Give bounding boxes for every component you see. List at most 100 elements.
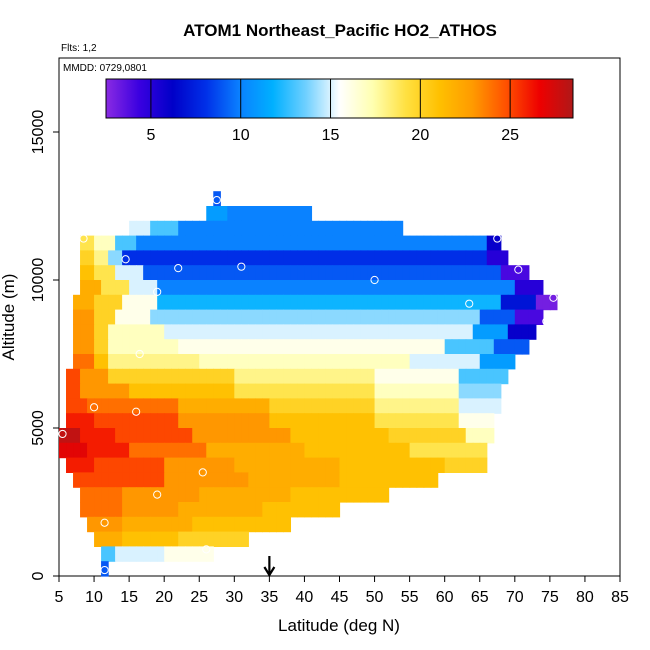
heatmap-cell bbox=[367, 428, 376, 444]
heatmap-cell bbox=[311, 428, 320, 444]
heatmap-cell bbox=[171, 280, 179, 296]
heatmap-cell bbox=[409, 309, 418, 325]
heatmap-cell bbox=[360, 428, 369, 444]
heatmap-cell bbox=[458, 309, 467, 325]
heatmap-cell bbox=[241, 413, 249, 429]
heatmap-cell bbox=[94, 383, 102, 399]
heatmap-cell bbox=[220, 220, 228, 237]
heatmap-cell bbox=[388, 294, 397, 311]
heatmap-cell bbox=[332, 339, 341, 355]
heatmap-cell bbox=[409, 294, 418, 311]
heatmap-cell bbox=[339, 339, 348, 355]
heatmap-cell bbox=[402, 442, 411, 459]
heatmap-cell bbox=[241, 383, 249, 399]
heatmap-cell bbox=[108, 368, 116, 385]
heatmap-cell bbox=[213, 487, 221, 503]
heatmap-cell bbox=[122, 487, 130, 503]
heatmap-cell bbox=[220, 235, 228, 251]
heatmap-cell bbox=[192, 235, 200, 251]
heatmap-cell bbox=[360, 324, 369, 340]
heatmap-cell bbox=[409, 398, 418, 414]
heatmap-cell bbox=[262, 354, 270, 370]
heatmap-cell bbox=[150, 398, 158, 414]
heatmap-cell bbox=[73, 398, 81, 414]
heatmap-cell bbox=[374, 265, 383, 281]
heatmap-cell bbox=[248, 502, 256, 518]
heatmap-cell bbox=[437, 457, 446, 473]
heatmap-cell bbox=[318, 472, 327, 488]
heatmap-cell bbox=[227, 339, 235, 355]
heatmap-cell bbox=[143, 516, 151, 533]
heatmap-cell bbox=[136, 516, 144, 533]
heatmap-cell bbox=[451, 235, 460, 251]
heatmap-cell bbox=[143, 280, 151, 296]
heatmap-cell bbox=[276, 487, 284, 503]
heatmap-cell bbox=[262, 428, 270, 444]
heatmap-cell bbox=[311, 235, 320, 251]
heatmap-cell bbox=[136, 531, 144, 547]
heatmap-cell bbox=[409, 442, 418, 459]
heatmap-cell bbox=[87, 472, 95, 488]
heatmap-cell bbox=[234, 472, 242, 488]
observation-point bbox=[100, 565, 109, 575]
heatmap-cell bbox=[528, 309, 537, 325]
heatmap-cell bbox=[255, 339, 263, 355]
heatmap-cell bbox=[325, 339, 334, 355]
heatmap-cell bbox=[115, 442, 123, 459]
heatmap-cell bbox=[241, 472, 249, 488]
heatmap-cell bbox=[87, 487, 95, 503]
heatmap-cell bbox=[234, 339, 242, 355]
heatmap-cell bbox=[220, 206, 228, 222]
heatmap-cell bbox=[227, 250, 235, 266]
heatmap-cell bbox=[353, 428, 362, 444]
heatmap-cell bbox=[472, 294, 481, 311]
heatmap-cell bbox=[150, 516, 158, 533]
heatmap-cell bbox=[339, 280, 348, 296]
heatmap-cell bbox=[409, 457, 418, 473]
heatmap-cell bbox=[332, 428, 341, 444]
heatmap-cell bbox=[374, 487, 383, 503]
heatmap-cell bbox=[115, 250, 123, 266]
heatmap-cell bbox=[346, 294, 355, 311]
heatmap-cell bbox=[423, 294, 432, 311]
heatmap-cell bbox=[402, 383, 411, 399]
heatmap-cell bbox=[458, 280, 467, 296]
heatmap-cell bbox=[479, 339, 488, 355]
heatmap-cell bbox=[122, 354, 130, 370]
heatmap-cell bbox=[381, 235, 390, 251]
heatmap-cell bbox=[94, 472, 102, 488]
heatmap-cell bbox=[192, 250, 200, 266]
heatmap-cell bbox=[332, 368, 341, 385]
heatmap-cell bbox=[402, 309, 411, 325]
heatmap-cell bbox=[122, 235, 130, 251]
heatmap-cell bbox=[304, 235, 313, 251]
heatmap-cell bbox=[297, 294, 306, 311]
heatmap-cell bbox=[395, 250, 404, 266]
heatmap-cell bbox=[213, 250, 221, 266]
heatmap-cell bbox=[276, 280, 284, 296]
heatmap-cell bbox=[339, 413, 348, 429]
heatmap-cell bbox=[241, 265, 249, 281]
heatmap-cell bbox=[206, 383, 214, 399]
heatmap-cell bbox=[402, 339, 411, 355]
heatmap-cell bbox=[444, 383, 453, 399]
heatmap-cell bbox=[129, 428, 137, 444]
heatmap-cell bbox=[283, 324, 292, 340]
observation-point bbox=[89, 403, 99, 412]
heatmap-cell bbox=[465, 354, 474, 370]
heatmap-cell bbox=[101, 265, 109, 281]
heatmap-cell bbox=[115, 398, 123, 414]
heatmap-cell bbox=[430, 339, 439, 355]
heatmap-cell bbox=[409, 265, 418, 281]
heatmap-cell bbox=[255, 413, 263, 429]
heatmap-cell bbox=[108, 309, 116, 325]
heatmap-cell bbox=[486, 294, 495, 311]
colorbar-tick-label: 10 bbox=[232, 127, 250, 144]
heatmap-cell bbox=[416, 442, 425, 459]
heatmap-cell bbox=[479, 250, 488, 266]
heatmap-cell bbox=[164, 487, 172, 503]
heatmap-cell bbox=[367, 398, 376, 414]
heatmap-cell bbox=[87, 516, 95, 533]
heatmap-cell bbox=[262, 383, 270, 399]
heatmap-cell bbox=[185, 546, 193, 562]
